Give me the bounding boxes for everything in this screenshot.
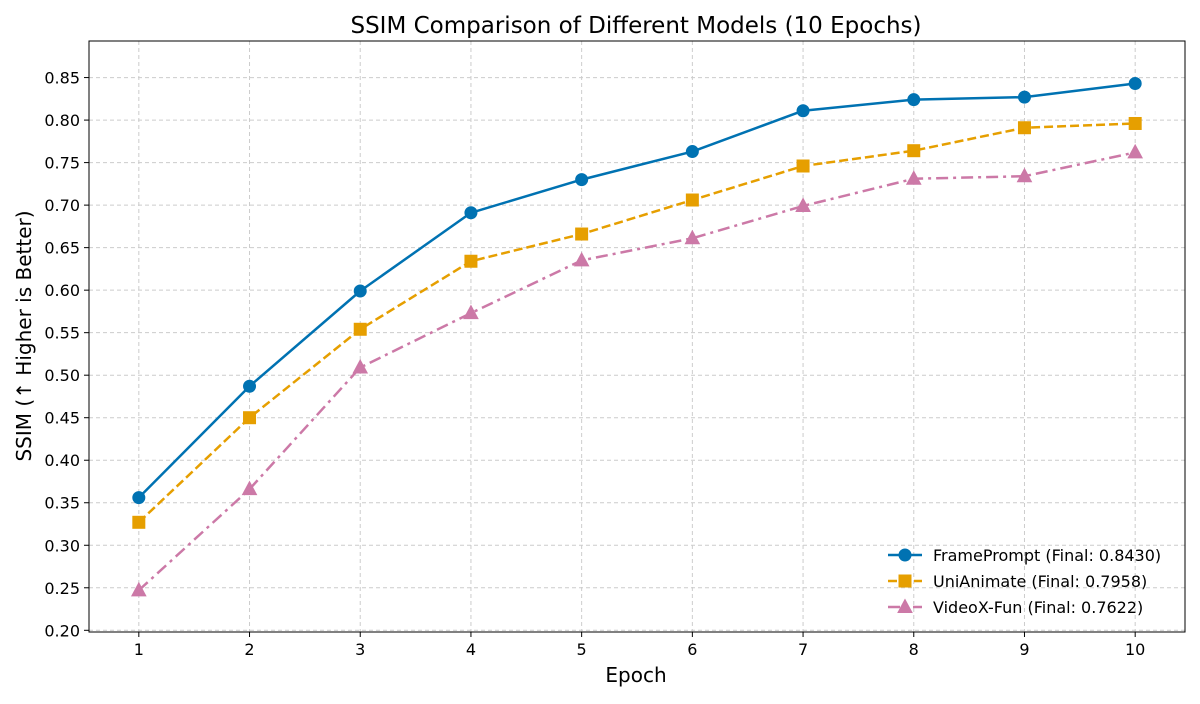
data-point [353, 322, 367, 336]
data-point [241, 480, 258, 496]
legend-marker [897, 598, 913, 613]
data-point [907, 144, 921, 158]
data-point [353, 284, 367, 298]
legend-marker [898, 574, 912, 588]
x-tick-label: 10 [1125, 640, 1145, 659]
data-point [130, 581, 147, 597]
data-point [352, 358, 369, 374]
data-point [464, 254, 478, 268]
series-layer [130, 77, 1144, 597]
data-point [907, 93, 921, 107]
data-point [796, 104, 810, 118]
series-line [137, 122, 1136, 524]
x-axis-label: Epoch [605, 663, 666, 687]
series-videox-fun [130, 143, 1144, 597]
series-unianimate [132, 116, 1142, 529]
data-point [684, 229, 701, 245]
legend-item: FramePrompt (Final: 0.8430) [888, 546, 1161, 565]
legend-label: UniAnimate (Final: 0.7958) [933, 572, 1147, 591]
series-line [137, 82, 1136, 499]
y-tick-label: 0.50 [44, 366, 80, 385]
data-point [1016, 167, 1033, 183]
ticks-layer: 1 2 3 4 5 6 7 8 9 10 0.20 0.25 0.30 0.35 0.40 0.45 0.50 0… [44, 69, 1145, 659]
x-tick-label: 7 [798, 640, 808, 659]
data-point [575, 173, 589, 187]
data-point [1127, 143, 1144, 159]
data-point [1128, 116, 1142, 130]
data-point [243, 411, 257, 425]
y-tick-label: 0.25 [44, 579, 80, 598]
data-point [463, 304, 479, 320]
legend-item: VideoX-Fun (Final: 0.7622) [888, 598, 1143, 617]
y-tick-label: 0.65 [44, 239, 80, 258]
legend-label: VideoX-Fun (Final: 0.7622) [933, 598, 1143, 617]
x-tick-label: 4 [466, 640, 476, 659]
data-point [573, 251, 590, 267]
legend-marker [898, 548, 912, 562]
y-axis-label: SSIM (↑ Higher is Better) [12, 210, 36, 461]
y-tick-label: 0.70 [44, 196, 80, 215]
x-tick-label: 3 [355, 640, 365, 659]
data-point [1128, 77, 1142, 91]
y-tick-label: 0.55 [44, 324, 80, 343]
x-tick-label: 5 [577, 640, 587, 659]
data-point [132, 515, 146, 529]
data-point [685, 145, 699, 159]
data-point [796, 159, 810, 173]
x-tick-label: 1 [134, 640, 144, 659]
data-point [575, 227, 589, 241]
chart-title: SSIM Comparison of Different Models (10 … [350, 13, 921, 39]
data-point [905, 170, 922, 185]
y-tick-label: 0.75 [44, 154, 80, 173]
series-line [137, 151, 1136, 592]
data-point [132, 491, 146, 505]
y-tick-label: 0.30 [44, 536, 80, 555]
y-tick-label: 0.35 [44, 494, 80, 513]
data-point [464, 206, 478, 220]
grid-layer [89, 41, 1185, 632]
y-tick-label: 0.85 [44, 69, 80, 88]
series-frameprompt [132, 77, 1142, 505]
x-tick-label: 2 [244, 640, 254, 659]
y-tick-label: 0.40 [44, 451, 80, 470]
y-tick-label: 0.20 [44, 621, 80, 640]
x-tick-label: 6 [687, 640, 697, 659]
data-point [1017, 90, 1031, 104]
legend-item: UniAnimate (Final: 0.7958) [888, 572, 1147, 591]
legend-label: FramePrompt (Final: 0.8430) [933, 546, 1161, 565]
y-tick-label: 0.45 [44, 409, 80, 428]
data-point [685, 193, 699, 207]
data-point [243, 379, 257, 393]
y-tick-label: 0.80 [44, 111, 80, 130]
legend: FramePrompt (Final: 0.8430) UniAnimate (F… [888, 546, 1161, 617]
x-tick-label: 8 [909, 640, 919, 659]
data-point [1017, 121, 1031, 135]
y-tick-label: 0.60 [44, 281, 80, 300]
data-point [795, 197, 811, 212]
x-tick-label: 9 [1019, 640, 1029, 659]
plot-frame [88, 40, 1186, 633]
